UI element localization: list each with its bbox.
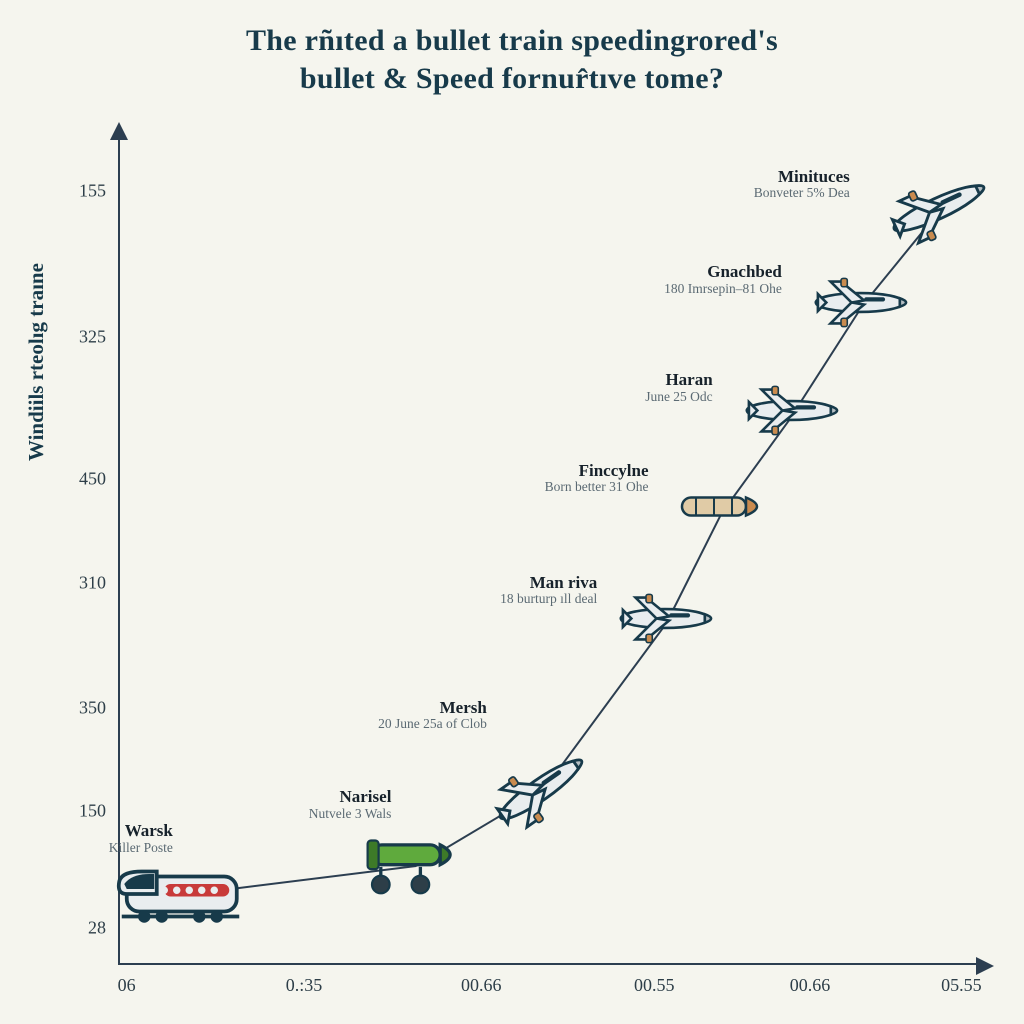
chart-point-name: Gnachbed <box>664 263 782 282</box>
chart-point-name: Narisel <box>309 789 392 808</box>
plane-diag-icon <box>484 756 599 825</box>
y-tick-label: 28 <box>46 917 106 938</box>
x-tick-label: 00.55 <box>614 975 694 996</box>
y-tick-label: 310 <box>46 573 106 594</box>
chart-point-subtitle: Bonveter 5% Dea <box>754 187 850 202</box>
chart-point-label: HaranJune 25 Odc <box>645 371 713 405</box>
chart-point-subtitle: June 25 Odc <box>645 390 713 405</box>
y-tick-label: 155 <box>46 180 106 201</box>
y-tick-label: 450 <box>46 469 106 490</box>
chart-point-name: Man riva <box>500 574 597 593</box>
chart-point-name: Warsk <box>109 823 173 842</box>
chart-point-label: MinitucesBonveter 5% Dea <box>754 168 850 202</box>
missile-icon <box>361 830 471 901</box>
x-tick-label: 00.66 <box>770 975 850 996</box>
chart-point-subtitle: 18 burturp ıll deal <box>500 592 597 607</box>
x-tick-label: 0.:35 <box>264 975 344 996</box>
plane-up-icon <box>882 175 997 244</box>
chart-point-subtitle: Born better 31 Ohe <box>545 480 649 495</box>
chart-point-name: Finccylne <box>545 462 649 481</box>
chart-point-label: WarskKiller Poste <box>109 823 173 857</box>
x-tick-label: 06 <box>87 975 167 996</box>
chart-point-name: Haran <box>645 371 713 390</box>
chart-point-label: NariselNutvele 3 Wals <box>309 789 392 823</box>
plane-r-icon <box>615 589 720 653</box>
chart-title-line1: The rñıted a bullet train speedingrored'… <box>60 22 964 60</box>
plane-r-icon <box>809 273 914 337</box>
chart-point-label: FinccylneBorn better 31 Ohe <box>545 462 649 496</box>
chart-point-subtitle: Nutvele 3 Wals <box>309 807 392 822</box>
chart-point-name: Mersh <box>378 699 487 718</box>
y-axis-title: Windiils rteolıg traıne <box>24 263 49 461</box>
chart-point-label: Man riva18 burturp ıll deal <box>500 574 597 608</box>
x-tick-label: 00.66 <box>441 975 521 996</box>
chart-point-subtitle: 180 Imrsepin–81 Ohe <box>664 282 782 297</box>
chart-plot-area: WarskKiller PosteNariselNutvele 3 WalsMe… <box>118 135 983 965</box>
chart-title-line2: bullet & Speed fornur̂tıve tome? <box>60 60 964 98</box>
y-tick-label: 350 <box>46 697 106 718</box>
train-icon <box>114 854 252 934</box>
bullet-icon <box>674 479 774 538</box>
chart-point-label: Mersh20 June 25a of Clob <box>378 699 487 733</box>
plane-r-icon <box>740 381 845 445</box>
chart-point-name: Minituces <box>754 168 850 187</box>
x-tick-label: 05.55 <box>921 975 1001 996</box>
y-tick-label: 325 <box>46 326 106 347</box>
chart-point-subtitle: 20 June 25a of Clob <box>378 718 487 733</box>
y-tick-label: 150 <box>46 801 106 822</box>
chart-point-label: Gnachbed180 Imrsepin–81 Ohe <box>664 263 782 297</box>
chart-title: The rñıted a bullet train speedingrored'… <box>0 22 1024 97</box>
